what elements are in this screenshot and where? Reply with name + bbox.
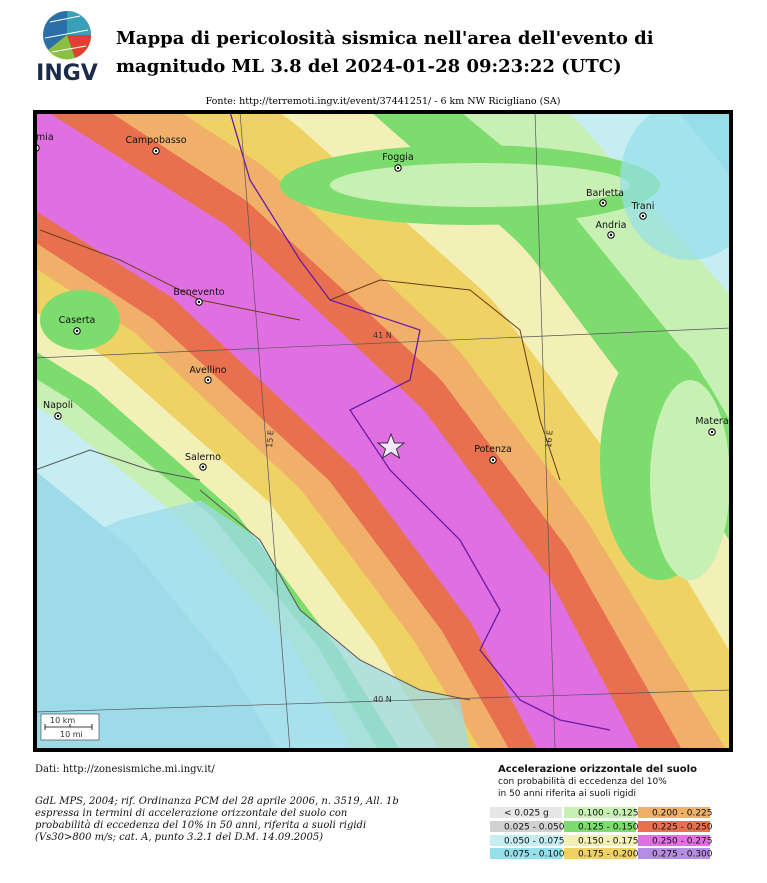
sea	[35, 500, 470, 750]
source: Fonte: http://terremoti.ingv.it/event/37…	[206, 96, 561, 107]
legend-swatch	[490, 807, 562, 818]
legend-label: 0.175 - 0.200	[578, 850, 639, 860]
logo-segment	[67, 35, 92, 58]
graticule	[35, 112, 731, 750]
legend-label: 0.275 - 0.300	[652, 850, 713, 860]
legend-swatch	[490, 835, 562, 846]
city-marker-dot	[491, 458, 495, 462]
cities: mia Campobasso Foggia Barletta Trani Andria Be…	[35, 132, 729, 471]
band	[40, 290, 120, 350]
legend-label: 0.050 - 0.075	[504, 837, 565, 847]
title-line: Mappa di pericolosità sismica nell'area …	[116, 28, 654, 49]
citation-line: (Vs30>800 m/s; cat. A, punto 3.2.1 del D…	[35, 832, 323, 843]
city-marker-dot	[206, 378, 210, 382]
graticule-line	[35, 327, 731, 359]
legend-swatch	[564, 821, 636, 832]
graticule-line	[534, 112, 556, 750]
city-marker-dot	[75, 329, 79, 333]
legend-swatch	[638, 848, 710, 859]
citation-line: espressa in termini di accelerazione ori…	[35, 808, 347, 819]
city-marker-dot	[641, 214, 645, 218]
city-marker-dot	[396, 166, 400, 170]
legend-swatch	[564, 848, 636, 859]
legend-label: 0.250 - 0.275	[652, 837, 713, 847]
city-label: Benevento	[173, 287, 224, 298]
province-border	[39, 229, 301, 321]
graticule-label: 41 N	[373, 331, 392, 340]
logo-text: INGV	[36, 61, 98, 86]
city-label: Foggia	[382, 152, 413, 163]
legend-label: < 0.025 g	[504, 809, 549, 819]
coastline	[199, 489, 471, 701]
graticule-label: 40 N	[373, 695, 392, 704]
logo-lines	[44, 15, 89, 53]
region-border	[229, 112, 611, 731]
city-marker-dot	[154, 149, 158, 153]
city-label: mia	[36, 132, 54, 143]
city-label: Salerno	[185, 452, 221, 463]
band	[330, 163, 630, 207]
legend-label: 0.025 - 0.050	[504, 823, 565, 833]
city-label: Campobasso	[125, 135, 186, 146]
city-marker-dot	[56, 414, 60, 418]
city-label: Avellino	[189, 365, 226, 376]
coastline	[35, 449, 201, 481]
legend-title: Accelerazione orizzontale del suolo	[498, 764, 697, 775]
scale-bar: 10 km 10 mi	[40, 713, 100, 741]
data-source: Dati: http://zonesismiche.mi.ingv.it/	[35, 764, 215, 775]
city-marker-dot	[601, 201, 605, 205]
legend-swatch	[638, 807, 710, 818]
city-label: Potenza	[474, 444, 512, 455]
city-label: Trani	[631, 201, 655, 212]
graticule-label: 15 E	[265, 430, 276, 448]
city-label: Andria	[596, 220, 627, 231]
hazard-bands	[35, 112, 731, 750]
band	[620, 112, 731, 260]
scale-line	[44, 724, 93, 730]
legend-swatch	[638, 821, 710, 832]
city-label: Napoli	[43, 400, 73, 411]
city-marker-dot	[197, 300, 201, 304]
logo: INGV	[36, 11, 98, 86]
city-label: Matera	[695, 416, 728, 427]
legend-subtitle: con probabilità di eccedenza del 10%	[498, 777, 667, 787]
citation-line: probabilità di eccedenza del 10% in 50 a…	[35, 820, 366, 831]
legend-subtitle: in 50 anni riferita ai suoli rigidi	[498, 789, 636, 799]
legend-swatch	[638, 835, 710, 846]
legend-swatch	[564, 807, 636, 818]
city-label: Caserta	[59, 315, 96, 326]
city-marker-dot	[609, 233, 613, 237]
citation-line: GdL MPS, 2004; rif. Ordinanza PCM del 28…	[35, 796, 399, 807]
title-line: magnitudo ML 3.8 del 2024-01-28 09:23:22…	[116, 56, 622, 77]
province-border	[329, 279, 561, 481]
scale-label: 10 km	[50, 716, 75, 725]
legend-label: 0.200 - 0.225	[652, 809, 713, 819]
legend-swatch	[564, 835, 636, 846]
graticule-line	[35, 689, 731, 713]
legend-label: 0.125 - 0.150	[578, 823, 639, 833]
city-marker-dot	[710, 430, 714, 434]
map: 41 N 15 E 16 E 40 N mia Campobasso Foggia B…	[35, 112, 731, 750]
epicenter-star	[376, 432, 406, 460]
legend-swatch	[490, 848, 562, 859]
graticule-line	[239, 112, 291, 750]
band	[650, 380, 730, 580]
scale-label: 10 mi	[60, 730, 83, 739]
legend-label: 0.225 - 0.250	[652, 823, 713, 833]
legend-label: 0.150 - 0.175	[578, 837, 639, 847]
legend-label: 0.100 - 0.125	[578, 809, 639, 819]
logo-segment	[48, 35, 75, 60]
legend-swatch	[490, 821, 562, 832]
legend-label: 0.075 - 0.100	[504, 850, 565, 860]
legend-items: < 0.025 g 0.025 - 0.050 0.050 - 0.075 0.075…	[490, 807, 713, 860]
graticule-label: 16 E	[544, 430, 555, 448]
map-frame	[33, 110, 733, 752]
city-label: Barletta	[586, 188, 624, 199]
city-marker-dot	[201, 465, 205, 469]
